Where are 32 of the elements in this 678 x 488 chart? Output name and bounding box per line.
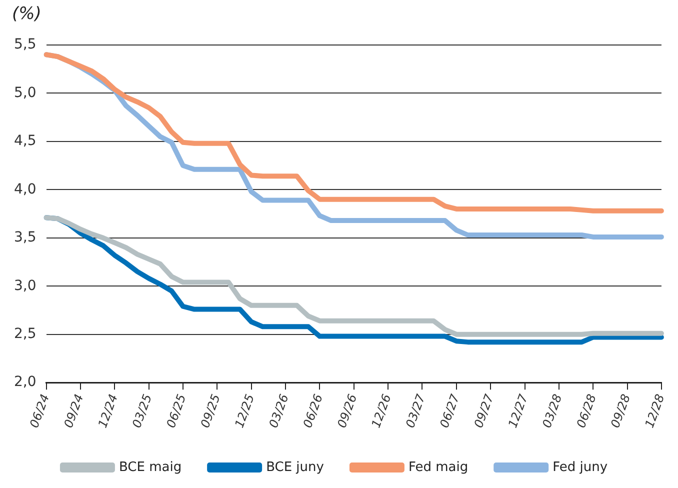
x-tick-label: 12/25 xyxy=(232,392,258,430)
y-tick-label: 4,0 xyxy=(14,181,36,198)
x-tick-label: 06/28 xyxy=(574,392,599,430)
x-tick-label: 03/26 xyxy=(266,392,292,430)
x-tick-label: 12/26 xyxy=(368,392,394,430)
x-tick-label: 03/25 xyxy=(130,392,155,430)
legend-label: BCE juny xyxy=(266,460,324,475)
y-axis-title: (%) xyxy=(12,4,42,24)
y-tick-label: 2,5 xyxy=(14,326,36,342)
x-tick-label: 09/26 xyxy=(334,392,360,430)
y-tick-label: 5,5 xyxy=(14,36,36,53)
x-tick-label: 09/28 xyxy=(608,392,634,430)
y-tick-label: 3,5 xyxy=(14,230,36,246)
x-tick-label: 03/28 xyxy=(540,392,565,430)
x-tick-label: 09/27 xyxy=(471,392,496,430)
legend-label: Fed juny xyxy=(552,460,608,475)
x-tick-label: 06/24 xyxy=(27,392,52,430)
y-tick-label: 2,0 xyxy=(14,374,36,390)
x-tick-label: 06/26 xyxy=(300,392,326,430)
x-tick-label: 06/27 xyxy=(437,392,462,430)
x-tick-label: 06/25 xyxy=(164,392,189,430)
x-tick-label: 12/24 xyxy=(95,392,120,430)
x-tick-label: 12/27 xyxy=(506,392,531,430)
x-tick-label: 09/24 xyxy=(61,392,86,430)
x-tick-label: 09/25 xyxy=(198,392,223,430)
legend-label: BCE maig xyxy=(118,460,182,475)
x-tick-label: 12/28 xyxy=(642,392,668,430)
y-tick-label: 3,0 xyxy=(14,278,36,294)
x-tick-label: 03/27 xyxy=(403,392,428,430)
y-tick-label: 4,5 xyxy=(14,133,36,150)
legend-label: Fed maig xyxy=(408,460,468,475)
y-tick-label: 5,0 xyxy=(14,84,36,101)
